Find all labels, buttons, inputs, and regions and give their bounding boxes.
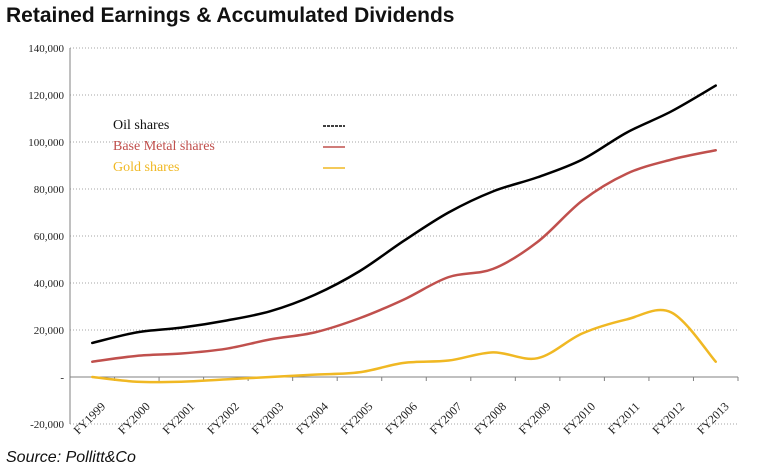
y-tick-label: 60,000 — [34, 231, 65, 243]
x-tick-label: FY2004 — [293, 399, 331, 437]
legend-label: Oil shares — [113, 118, 169, 133]
series-lines — [91, 84, 717, 384]
y-tick-label: 100,000 — [28, 137, 64, 149]
y-tick-label: 80,000 — [34, 184, 65, 196]
gridlines — [70, 47, 738, 425]
x-axis: FY1999 FY2000 FY2001 FY2002 FY2003 FY2004 FY20… — [70, 376, 739, 437]
legend-label: Gold shares — [113, 160, 180, 175]
x-tick-label: FY1999 — [71, 399, 109, 437]
x-tick-label: FY2000 — [115, 399, 153, 437]
y-tick-label: 140,000 — [28, 43, 64, 55]
x-tick-label: FY2013 — [694, 399, 732, 437]
y-tick-label: 120,000 — [28, 90, 64, 102]
y-tick-label: - — [60, 372, 64, 384]
series-line-0 — [91, 84, 717, 345]
legend-label: Base Metal shares — [113, 139, 215, 154]
x-tick-label: FY2006 — [382, 399, 420, 437]
chart-title: Retained Earnings & Accumulated Dividend… — [6, 4, 455, 27]
y-axis: -20,000-20,00040,00060,00080,000100,0001… — [28, 43, 71, 431]
x-tick-label: FY2005 — [338, 399, 376, 437]
y-tick-label: 20,000 — [34, 325, 65, 337]
x-tick-label: FY2010 — [560, 399, 598, 437]
source-note: Source: Pollitt&Co — [6, 449, 136, 466]
series-line-2 — [91, 308, 717, 384]
x-tick-label: FY2008 — [471, 399, 509, 437]
x-tick-label: FY2003 — [249, 399, 287, 437]
x-tick-label: FY2009 — [516, 399, 554, 437]
x-tick-label: FY2011 — [605, 399, 642, 436]
legend: Oil shares Base Metal shares Gold shares — [113, 118, 345, 175]
x-tick-label: FY2007 — [427, 399, 465, 437]
x-tick-label: FY2001 — [160, 399, 198, 437]
x-tick-label: FY2002 — [204, 399, 242, 437]
x-tick-label: FY2012 — [650, 399, 688, 437]
y-tick-label: -20,000 — [30, 419, 64, 431]
y-tick-label: 40,000 — [34, 278, 65, 290]
